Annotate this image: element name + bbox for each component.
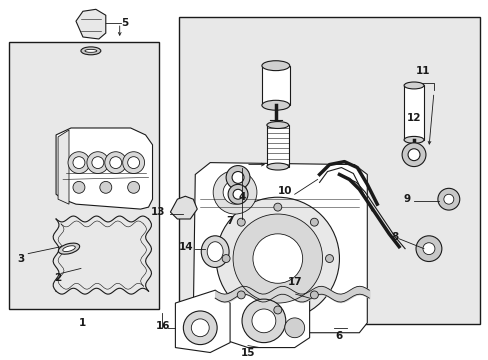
- Ellipse shape: [81, 47, 101, 55]
- Circle shape: [222, 255, 230, 262]
- Polygon shape: [193, 163, 366, 333]
- Circle shape: [252, 234, 302, 283]
- Circle shape: [73, 181, 85, 193]
- Circle shape: [233, 214, 322, 303]
- Circle shape: [273, 203, 281, 211]
- Text: 17: 17: [287, 277, 302, 287]
- Circle shape: [68, 152, 90, 174]
- Circle shape: [92, 157, 103, 168]
- Circle shape: [127, 157, 139, 168]
- Circle shape: [325, 255, 333, 262]
- Circle shape: [122, 152, 144, 174]
- Circle shape: [100, 181, 112, 193]
- Circle shape: [225, 166, 249, 189]
- Polygon shape: [76, 9, 105, 39]
- Circle shape: [251, 309, 275, 333]
- Text: 12: 12: [406, 113, 421, 123]
- Circle shape: [191, 319, 209, 337]
- Text: 15: 15: [240, 347, 255, 357]
- Circle shape: [237, 218, 244, 226]
- Bar: [179, 17, 479, 324]
- Circle shape: [109, 157, 122, 168]
- Ellipse shape: [266, 122, 288, 129]
- Circle shape: [237, 291, 244, 299]
- Circle shape: [422, 243, 434, 255]
- Circle shape: [407, 149, 419, 161]
- Circle shape: [310, 218, 318, 226]
- Text: 1: 1: [79, 318, 86, 328]
- Polygon shape: [58, 130, 69, 204]
- Circle shape: [213, 171, 256, 214]
- Polygon shape: [175, 290, 230, 352]
- Polygon shape: [56, 128, 152, 209]
- Ellipse shape: [85, 49, 97, 52]
- Circle shape: [284, 318, 304, 338]
- Polygon shape: [170, 196, 197, 219]
- Circle shape: [310, 291, 318, 299]
- Ellipse shape: [403, 82, 423, 89]
- Circle shape: [223, 180, 246, 204]
- Circle shape: [437, 188, 459, 210]
- Ellipse shape: [207, 242, 223, 261]
- Ellipse shape: [58, 243, 80, 254]
- Bar: [9, 42, 159, 309]
- Ellipse shape: [262, 61, 289, 71]
- Text: 8: 8: [391, 232, 398, 242]
- Ellipse shape: [201, 236, 228, 267]
- Circle shape: [273, 306, 281, 314]
- Circle shape: [232, 171, 244, 183]
- Text: 10: 10: [277, 186, 291, 196]
- Circle shape: [183, 311, 217, 345]
- Text: 16: 16: [156, 321, 170, 331]
- Circle shape: [87, 152, 108, 174]
- Text: 2: 2: [54, 273, 61, 283]
- Circle shape: [443, 194, 453, 204]
- Circle shape: [233, 189, 243, 199]
- Circle shape: [415, 236, 441, 261]
- Polygon shape: [218, 288, 309, 347]
- Text: 5: 5: [121, 18, 128, 28]
- Bar: [266, 125, 288, 167]
- Text: 4: 4: [238, 192, 245, 202]
- Ellipse shape: [262, 100, 289, 110]
- Text: 9: 9: [403, 194, 410, 204]
- Text: 3: 3: [18, 253, 25, 264]
- Text: 11: 11: [415, 66, 429, 76]
- Circle shape: [242, 299, 285, 343]
- Text: 13: 13: [151, 207, 165, 217]
- Text: 6: 6: [335, 331, 343, 341]
- Bar: [403, 85, 423, 140]
- Text: 7: 7: [226, 216, 233, 226]
- Ellipse shape: [266, 163, 288, 170]
- Ellipse shape: [403, 136, 423, 143]
- Circle shape: [216, 197, 339, 320]
- Ellipse shape: [62, 246, 75, 252]
- Circle shape: [227, 184, 247, 204]
- Circle shape: [127, 181, 139, 193]
- Circle shape: [104, 152, 126, 174]
- Bar: [262, 66, 289, 105]
- Circle shape: [73, 157, 85, 168]
- Circle shape: [401, 143, 425, 167]
- Text: 14: 14: [179, 242, 193, 252]
